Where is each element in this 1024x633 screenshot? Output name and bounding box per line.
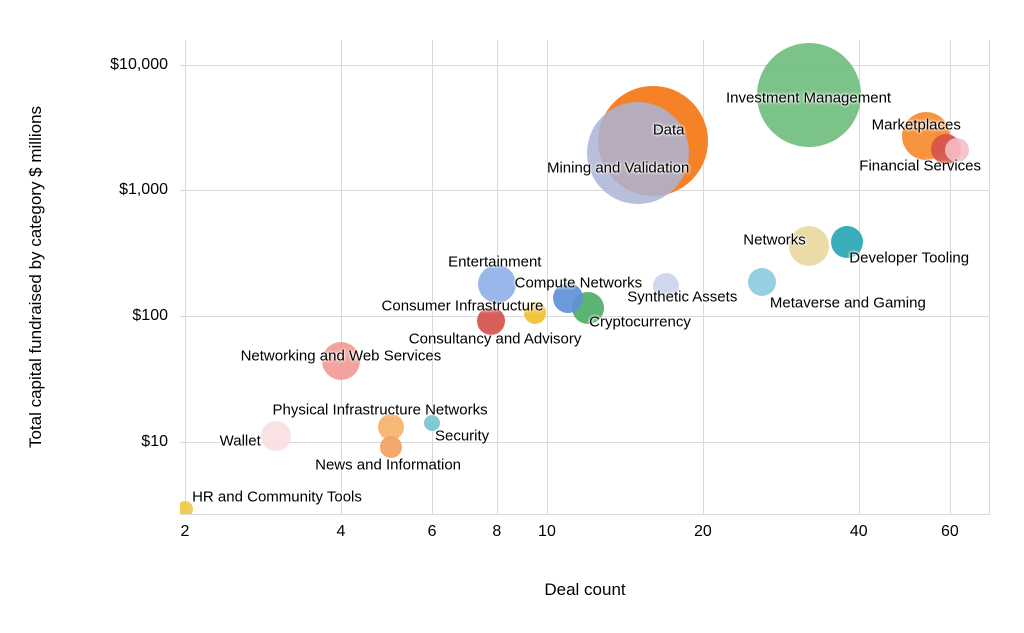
x-tick-label: 40 [849, 523, 868, 540]
x-axis-title: Deal count [544, 580, 626, 599]
x-tick-label: 20 [693, 523, 712, 540]
bubble-developer-tooling [831, 225, 864, 258]
bubble-label-investment-management: Investment Management [726, 89, 892, 107]
x-tick-label: 4 [336, 523, 346, 540]
bubble-label-marketplaces: Marketplaces [871, 116, 961, 134]
bubble-label-hr-and-community-tools: HR and Community Tools [192, 488, 362, 506]
bubble-unlabeled [945, 138, 970, 163]
bubble-label-consultancy-and-advisory: Consultancy and Advisory [408, 330, 582, 348]
x-tick-label: 6 [427, 523, 437, 540]
x-tick-label: 8 [492, 523, 502, 540]
bubble-label-mining-and-validation: Mining and Validation [546, 159, 690, 177]
bubble-consumer-infrastructure [524, 302, 547, 325]
bubble-label-entertainment: Entertainment [448, 253, 542, 271]
gridline-horizontal [180, 441, 989, 443]
bubble-news-and-information [380, 436, 403, 459]
bubble-label-security: Security [434, 427, 490, 445]
bubble-label-wallet: Wallet [219, 432, 261, 450]
bubble-hr-and-community-tools [180, 501, 193, 514]
bubble-label-news-and-information: News and Information [315, 456, 462, 474]
bubble-synthetic-assets [653, 272, 680, 299]
bubble-label-metaverse-and-gaming: Metaverse and Gaming [769, 294, 926, 312]
bubble-security [424, 415, 441, 432]
bubble-label-financial-services: Financial Services [859, 157, 981, 175]
y-tick-label: $1,000 [119, 181, 168, 199]
x-tick-label: 10 [538, 523, 556, 540]
y-tick-label: $10 [141, 432, 168, 450]
gridline-vertical [858, 40, 860, 514]
bubble-mining-and-validation [587, 101, 690, 204]
gridline-vertical [340, 40, 342, 514]
gridline-horizontal [180, 64, 989, 66]
bubble-label-networking-and-web-services: Networking and Web Services [240, 347, 442, 365]
bubble-entertainment [477, 264, 516, 303]
x-tick-label: 60 [941, 523, 959, 540]
plot-area: Data Mining and Validation Investment Mana… [180, 40, 990, 515]
bubble-label-compute-networks: Compute Networks [514, 274, 643, 292]
bubble-label-cryptocurrency: Cryptocurrency [589, 313, 691, 331]
bubble-label-developer-tooling: Developer Tooling [849, 249, 970, 267]
bubble-wallet [261, 421, 292, 452]
bubble-label-data: Data [652, 121, 685, 139]
y-tick-label: $10,000 [110, 55, 168, 73]
gridline-vertical [949, 40, 951, 514]
bubble-investment-management [756, 42, 861, 147]
y-tick-label: $100 [132, 307, 168, 325]
bubble-networking-and-web-services [321, 341, 360, 380]
gridline-vertical [432, 40, 434, 514]
y-axis-title: Total capital fundraised by category $ m… [26, 105, 45, 449]
gridline-horizontal [180, 190, 989, 192]
bubble-compute-networks [553, 282, 584, 313]
bubble-networks [788, 226, 829, 267]
bubble-label-synthetic-assets: Synthetic Assets [627, 288, 738, 305]
bubble-physical-infrastructure-networks [378, 414, 405, 441]
gridline-vertical [185, 40, 186, 514]
gridline-vertical [702, 40, 704, 514]
bubble-metaverse-and-gaming [747, 268, 776, 297]
bubble-consultancy-and-advisory [477, 306, 506, 335]
x-tick-label: 2 [180, 523, 190, 540]
bubble-label-networks: Networks [743, 231, 806, 249]
gridline-vertical [546, 40, 548, 514]
bubble-label-physical-infrastructure-networks: Physical Infrastructure Networks [272, 401, 488, 419]
bubble-label-consumer-infrastructure: Consumer Infrastructure [381, 297, 544, 315]
